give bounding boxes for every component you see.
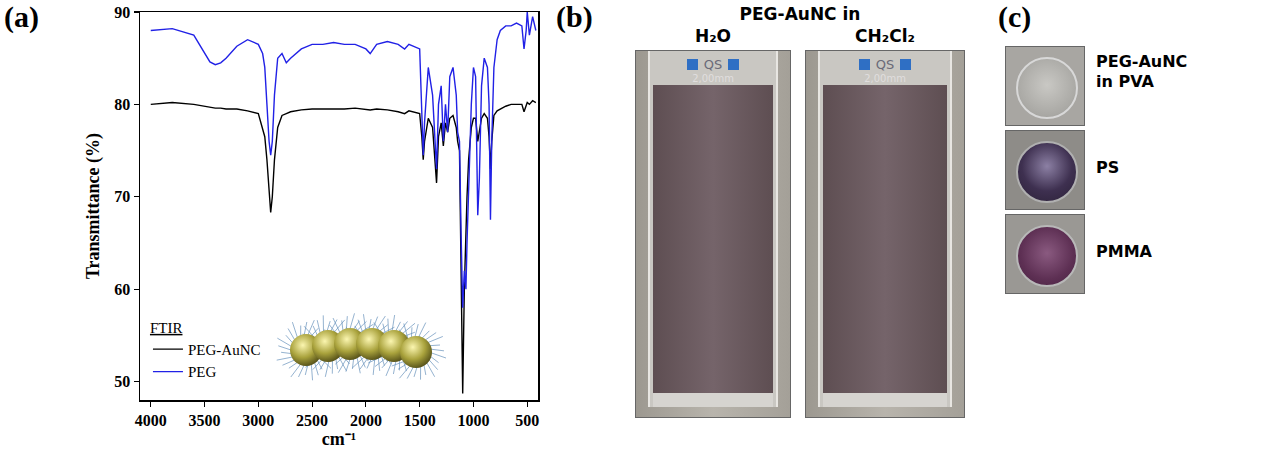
svg-text:1000: 1000 bbox=[457, 412, 489, 429]
svg-text:PEG: PEG bbox=[188, 364, 217, 380]
svg-text:Transmittance (%): Transmittance (%) bbox=[83, 133, 104, 279]
html-text:H₂O: H₂O bbox=[694, 26, 732, 46]
svg-text:FTIR: FTIR bbox=[150, 320, 183, 336]
svg-text:60: 60 bbox=[114, 281, 130, 298]
svg-text:1500: 1500 bbox=[404, 412, 436, 429]
html-text:(a): (a) bbox=[4, 0, 39, 33]
svg-text:2000: 2000 bbox=[350, 412, 382, 429]
svg-text:80: 80 bbox=[114, 96, 130, 113]
svg-text:3000: 3000 bbox=[242, 412, 274, 429]
html-text:PS: PS bbox=[1096, 158, 1120, 177]
svg-text:3500: 3500 bbox=[189, 412, 221, 429]
html-text:CH₂Cl₂: CH₂Cl₂ bbox=[855, 26, 915, 46]
svg-text:500: 500 bbox=[515, 412, 539, 429]
svg-text:cm⁻¹: cm⁻¹ bbox=[322, 429, 356, 449]
svg-text:90: 90 bbox=[114, 4, 130, 21]
html-text:(c): (c) bbox=[998, 0, 1032, 33]
html-text:PEG-AuNC in: PEG-AuNC in bbox=[739, 4, 861, 24]
html-text:QS: QS bbox=[875, 56, 895, 72]
svg-text:PEG-AuNC: PEG-AuNC bbox=[188, 342, 261, 358]
html-text:PMMA: PMMA bbox=[1096, 242, 1152, 261]
html-text:2,00mm: 2,00mm bbox=[864, 73, 906, 84]
html-text:2,00mm: 2,00mm bbox=[692, 73, 734, 84]
html-text:(b): (b) bbox=[556, 0, 593, 33]
html-text:PEG-AuNC in PVA: PEG-AuNC in PVA bbox=[1096, 52, 1188, 91]
svg-text:2500: 2500 bbox=[296, 412, 328, 429]
svg-text:70: 70 bbox=[114, 188, 130, 205]
svg-text:4000: 4000 bbox=[135, 412, 167, 429]
html-text:QS: QS bbox=[703, 56, 723, 72]
svg-text:50: 50 bbox=[114, 373, 130, 390]
